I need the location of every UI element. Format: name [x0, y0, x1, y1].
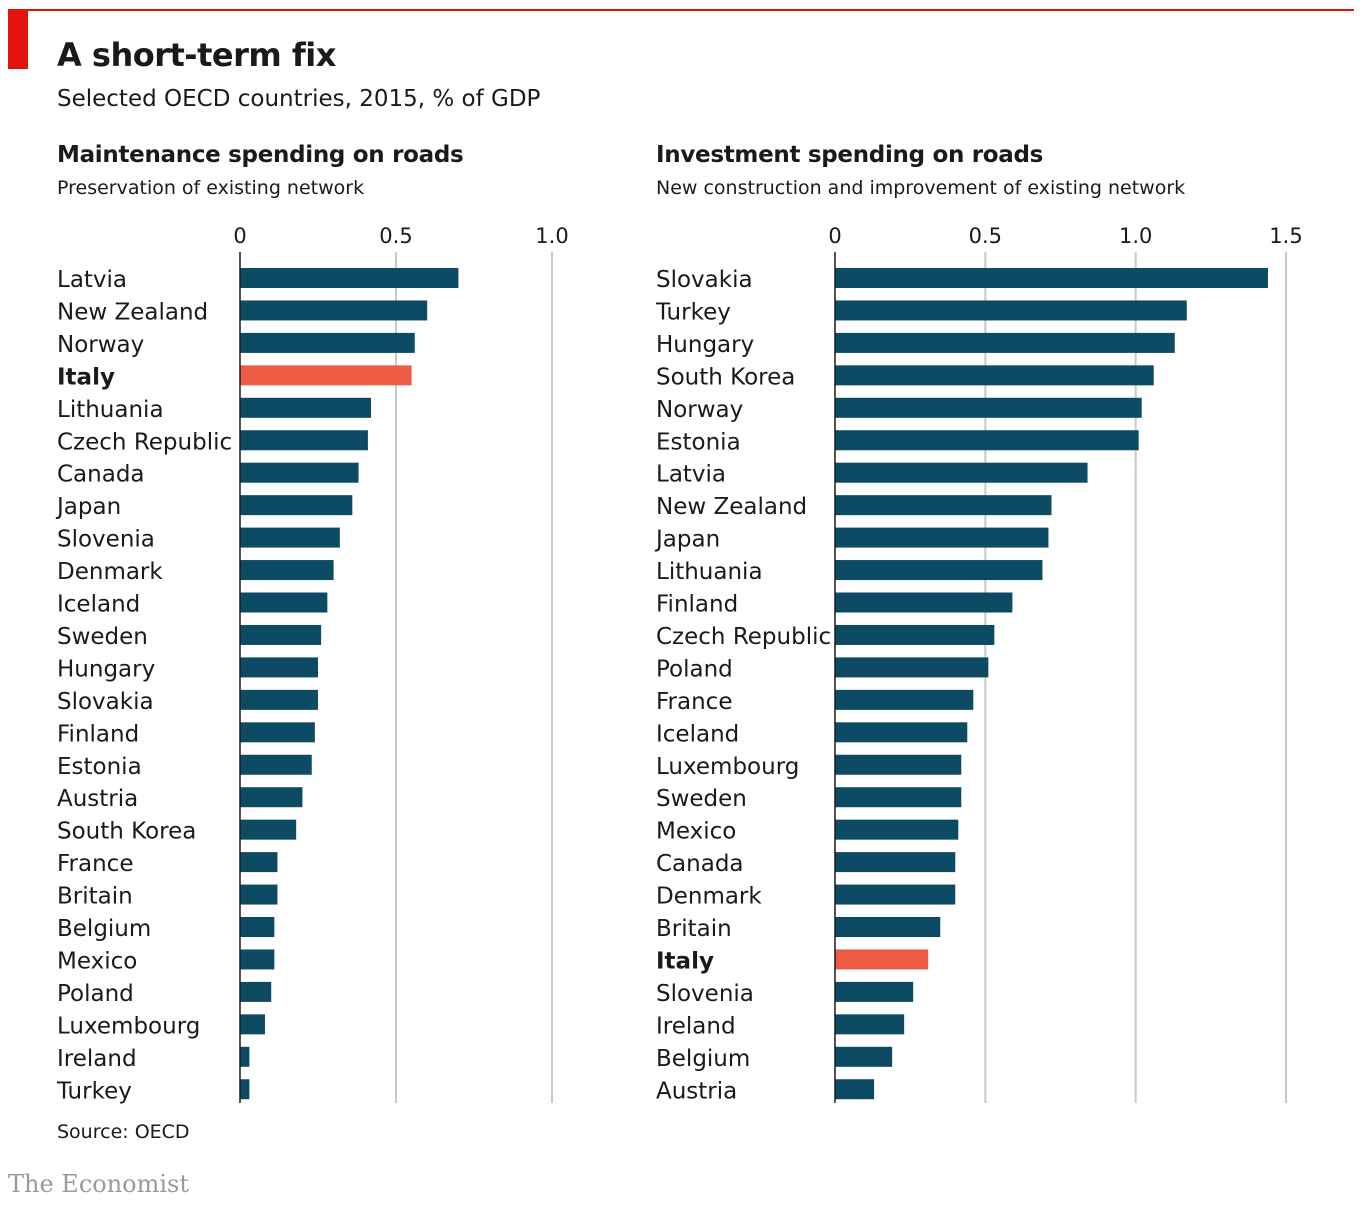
maintenance-bar: [240, 1014, 265, 1035]
maintenance-bar: [240, 981, 272, 1002]
economist-logo: The Economist: [8, 1170, 190, 1198]
maintenance-category-label: Sweden: [57, 624, 148, 650]
maintenance-category-label: Poland: [57, 981, 134, 1007]
maintenance-bar: [240, 917, 275, 937]
maintenance-category-label: Latvia: [57, 267, 127, 293]
maintenance-category-label: Iceland: [57, 592, 140, 618]
maintenance-bar: [240, 592, 328, 613]
maintenance-bar: [240, 332, 415, 353]
maintenance-category-label: Japan: [55, 494, 121, 520]
maintenance-bar: [240, 300, 428, 321]
maintenance-category-label: Denmark: [57, 559, 163, 585]
maintenance-category-label: Slovenia: [57, 527, 155, 553]
maintenance-bar: [240, 787, 303, 808]
maintenance-category-label: Italy: [57, 364, 115, 390]
maintenance-bar: [240, 819, 297, 840]
maintenance-category-label: Ireland: [57, 1046, 137, 1072]
maintenance-category-label: Austria: [57, 786, 138, 812]
maintenance-bar: [240, 430, 368, 451]
maintenance-bar: [240, 268, 459, 288]
maintenance-bar: [240, 949, 275, 970]
maintenance-tick-label: 0.5: [379, 224, 412, 248]
chart-title: A short-term fix: [57, 36, 336, 74]
maintenance-category-label: Norway: [57, 332, 144, 358]
maintenance-category-label: Canada: [57, 462, 145, 488]
maintenance-category-label: Lithuania: [57, 397, 164, 423]
maintenance-category-label: Czech Republic: [57, 429, 232, 455]
top-rule: [8, 9, 1354, 11]
maintenance-tick-label: 1.0: [535, 224, 568, 248]
maintenance-category-label: Estonia: [57, 754, 142, 780]
maintenance-category-label: Belgium: [57, 916, 151, 942]
maintenance-category-label: Britain: [57, 884, 133, 910]
maintenance-bar: [240, 657, 318, 678]
panel-maintenance-title: Maintenance spending on roads: [57, 142, 464, 168]
maintenance-bar: [240, 495, 353, 516]
panel-maintenance-subtitle: Preservation of existing network: [57, 177, 365, 199]
maintenance-bar: [240, 527, 340, 548]
maintenance-bar: [240, 722, 315, 743]
maintenance-tick-label: 0: [233, 224, 246, 248]
maintenance-category-label: Hungary: [57, 656, 155, 682]
source-note: Source: OECD: [57, 1121, 190, 1143]
maintenance-bar: [240, 624, 322, 645]
maintenance-bar: [240, 397, 372, 418]
maintenance-category-label: New Zealand: [57, 299, 208, 325]
panel-investment-title: Investment spending on roads: [656, 142, 1044, 168]
maintenance-bar: [240, 689, 318, 710]
maintenance-bar: [240, 884, 278, 905]
maintenance-category-label: Mexico: [57, 948, 137, 974]
maintenance-bar: [240, 1046, 250, 1067]
maintenance-bar: [240, 1079, 250, 1100]
maintenance-bar: [240, 852, 278, 873]
panel-investment-subtitle: New construction and improvement of exis…: [656, 177, 1186, 199]
maintenance-category-label: Turkey: [56, 1078, 132, 1104]
red-tag: [8, 9, 28, 69]
maintenance-category-label: Finland: [57, 721, 139, 747]
chart-subtitle: Selected OECD countries, 2015, % of GDP: [57, 86, 541, 112]
maintenance-category-label: Luxembourg: [57, 1013, 200, 1039]
maintenance-bar: [240, 754, 312, 775]
maintenance-bar: [240, 365, 412, 386]
maintenance-category-label: South Korea: [57, 819, 196, 845]
maintenance-bar: [240, 560, 334, 581]
maintenance-bar: [240, 462, 359, 483]
maintenance-category-label: Slovakia: [57, 689, 154, 715]
maintenance-category-label: France: [57, 851, 133, 877]
